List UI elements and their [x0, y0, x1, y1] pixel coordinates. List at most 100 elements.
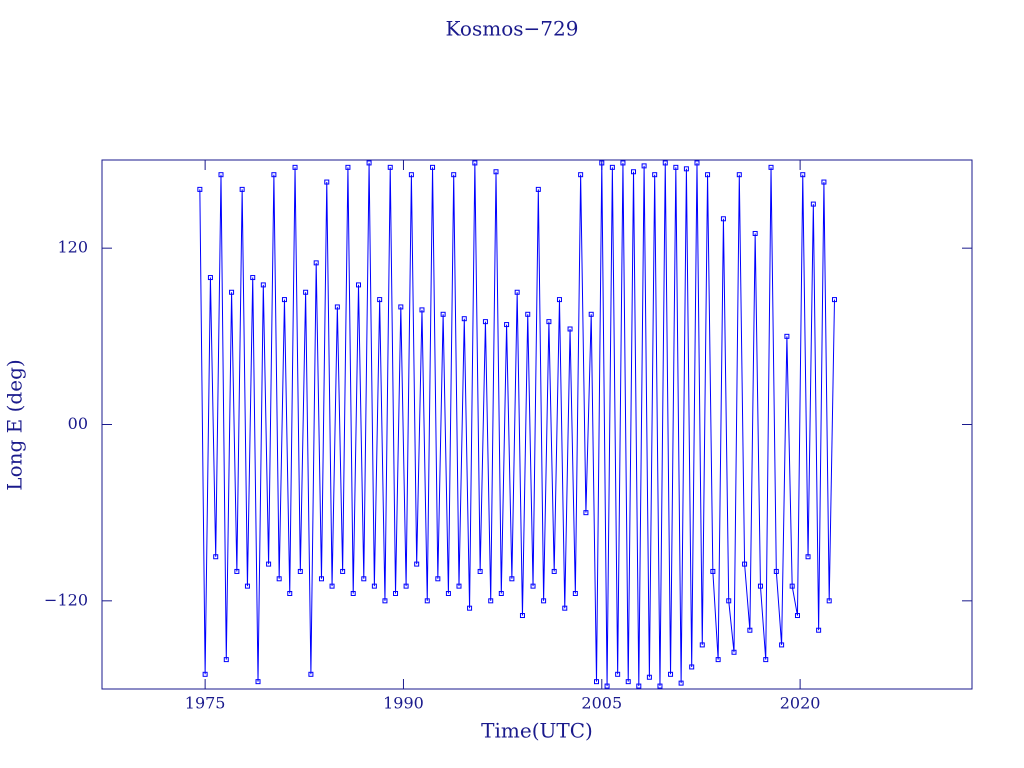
series-line	[199, 162, 835, 687]
data-point	[445, 590, 451, 596]
data-point	[593, 679, 599, 685]
data-point	[805, 554, 811, 560]
y-tick-label: −120	[44, 590, 88, 609]
data-point	[324, 179, 330, 185]
x-tick-label: 1990	[383, 694, 424, 713]
data-point	[223, 657, 229, 663]
data-point	[477, 568, 483, 574]
data-point	[297, 568, 303, 574]
data-point	[736, 172, 742, 178]
data-point	[197, 186, 203, 192]
data-point	[546, 319, 552, 325]
data-point	[202, 671, 208, 677]
data-point	[340, 568, 346, 574]
data-point	[229, 289, 235, 295]
data-point	[625, 679, 631, 685]
data-point	[615, 671, 621, 677]
data-point	[673, 164, 679, 170]
data-point	[207, 275, 213, 281]
data-point	[419, 307, 425, 313]
data-point	[350, 590, 356, 596]
data-point	[530, 583, 536, 589]
data-point	[699, 642, 705, 648]
data-point	[620, 160, 626, 166]
x-tick-label: 1975	[185, 694, 226, 713]
data-point	[292, 164, 298, 170]
data-point	[652, 172, 658, 178]
data-point	[572, 590, 578, 596]
data-point	[266, 561, 272, 567]
data-point	[424, 598, 430, 604]
data-point	[551, 568, 557, 574]
data-point	[678, 680, 684, 686]
data-point	[689, 664, 695, 670]
data-point	[720, 216, 726, 222]
data-point	[609, 164, 615, 170]
data-point	[757, 583, 763, 589]
data-point	[250, 275, 256, 281]
data-point	[535, 186, 541, 192]
data-point	[763, 657, 769, 663]
data-point	[773, 568, 779, 574]
data-point	[583, 510, 589, 516]
data-point	[218, 172, 224, 178]
data-point	[398, 304, 404, 310]
data-point	[731, 649, 737, 655]
data-point	[440, 311, 446, 317]
data-point	[747, 627, 753, 633]
data-point	[393, 590, 399, 596]
data-point	[541, 598, 547, 604]
x-tick-label: 2005	[581, 694, 622, 713]
plot-frame	[101, 159, 973, 690]
data-point	[779, 642, 785, 648]
data-point	[467, 605, 473, 611]
x-tick-label: 2020	[780, 694, 821, 713]
data-point	[641, 163, 647, 169]
data-point	[456, 583, 462, 589]
data-point	[334, 304, 340, 310]
data-point	[472, 160, 478, 166]
data-point	[514, 289, 520, 295]
data-point	[631, 169, 637, 175]
data-point	[329, 583, 335, 589]
data-point	[599, 160, 605, 166]
data-point	[504, 322, 510, 328]
data-point	[281, 297, 287, 303]
data-point	[482, 319, 488, 325]
data-point	[377, 297, 383, 303]
data-point	[371, 583, 377, 589]
data-point	[308, 671, 314, 677]
data-point	[408, 172, 414, 178]
data-point	[313, 260, 319, 266]
data-point	[234, 568, 240, 574]
x-axis-label: Time(UTC)	[481, 719, 593, 743]
data-point	[519, 613, 525, 619]
data-point	[726, 598, 732, 604]
data-point	[345, 164, 351, 170]
chart-title: Kosmos−729	[446, 17, 579, 41]
data-point	[361, 576, 367, 582]
data-point	[287, 590, 293, 596]
data-point	[662, 160, 668, 166]
data-point	[366, 160, 372, 166]
data-point	[567, 326, 573, 332]
data-point	[636, 683, 642, 689]
data-point	[604, 683, 610, 689]
data-point	[244, 583, 250, 589]
data-point	[800, 172, 806, 178]
data-point	[498, 590, 504, 596]
data-point	[694, 160, 700, 166]
data-point	[213, 554, 219, 560]
data-point	[588, 311, 594, 317]
data-point	[821, 179, 827, 185]
data-point	[794, 613, 800, 619]
data-point	[318, 576, 324, 582]
y-tick-label: 00	[68, 414, 88, 433]
data-point	[239, 186, 245, 192]
data-point	[810, 201, 816, 207]
y-tick-label: 120	[57, 238, 88, 257]
data-point	[493, 169, 499, 175]
data-point	[578, 172, 584, 178]
data-point	[789, 583, 795, 589]
